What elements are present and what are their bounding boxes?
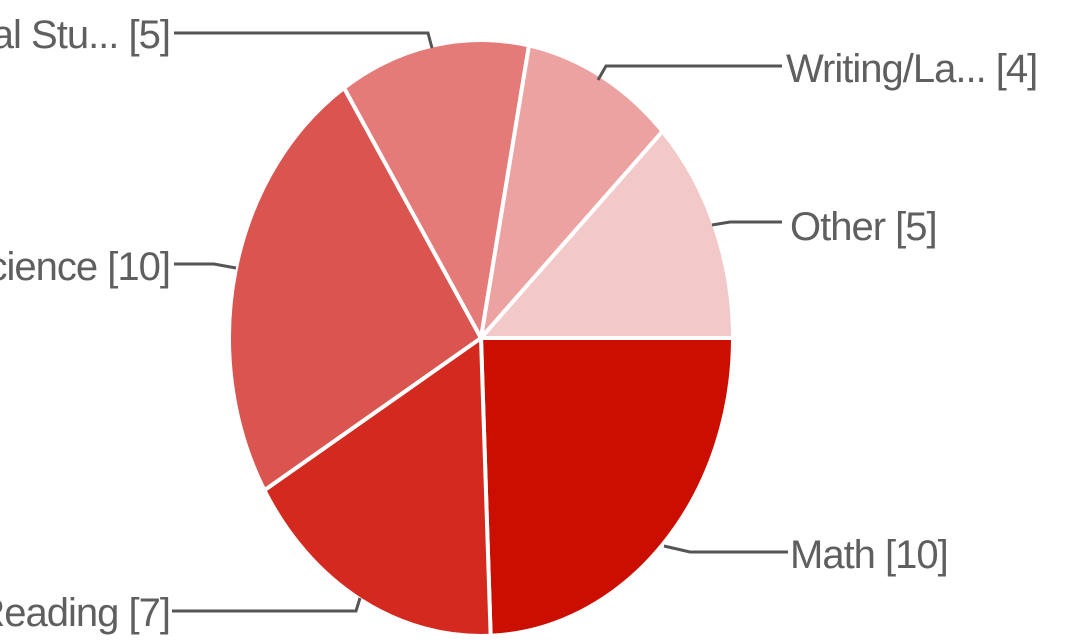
leader-line-reading	[172, 597, 362, 613]
slice-label-reading: Reading [7]	[0, 591, 170, 635]
leader-line-science	[174, 262, 237, 270]
pie-slice-other	[479, 129, 735, 340]
leader-line-other	[711, 220, 782, 227]
slice-label-writing: Writing/La... [4]	[786, 47, 1037, 91]
slice-label-math: Math [10]	[790, 533, 948, 577]
pie-slices	[227, 37, 735, 638]
leader-line-math	[663, 544, 788, 554]
pie-slice-math	[479, 336, 735, 638]
slice-label-social-studies: Social Stu... [5]	[0, 13, 170, 57]
slice-label-science: Science [10]	[0, 245, 170, 289]
leader-lines	[172, 31, 788, 613]
pie-slice-social-studies	[342, 37, 531, 340]
slice-label-other: Other [5]	[790, 205, 937, 249]
pie-slice-science	[227, 85, 483, 493]
leader-line-writing	[596, 64, 782, 81]
slice-labels: Math [10] Reading [7] Science [10] Socia…	[0, 13, 1038, 635]
leader-line-social-studies	[174, 31, 434, 49]
